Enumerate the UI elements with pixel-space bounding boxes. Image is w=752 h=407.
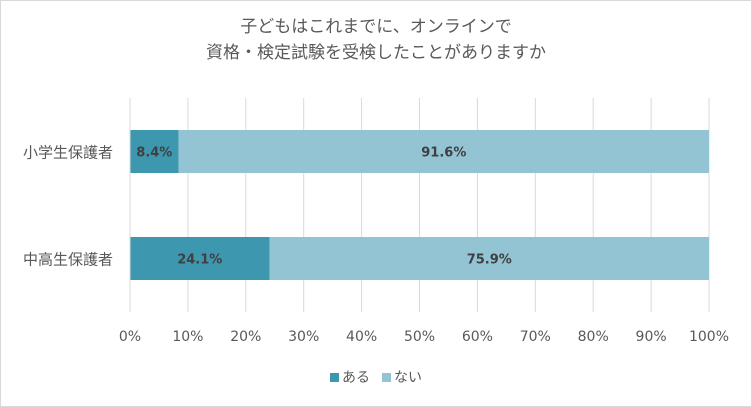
legend-label-series-1: ある bbox=[342, 370, 370, 386]
legend-item-series-2: ない bbox=[382, 367, 422, 387]
x-tick-label: 80% bbox=[578, 329, 609, 345]
legend-label-series-2: ない bbox=[394, 370, 422, 386]
chart-title-line-1: 子どもはこれまでに、オンラインで bbox=[240, 17, 512, 37]
x-tick-label: 50% bbox=[404, 329, 435, 345]
x-tick-label: 20% bbox=[230, 329, 261, 345]
x-tick-label: 30% bbox=[288, 329, 319, 345]
x-tick-label: 70% bbox=[520, 329, 551, 345]
data-label: 91.6% bbox=[421, 146, 466, 161]
x-tick-label: 40% bbox=[346, 329, 377, 345]
legend-item-series-1: ある bbox=[330, 367, 370, 387]
chart-title: 子どもはこれまでに、オンラインで 資格・検定試験を受検したことがありますか bbox=[0, 14, 752, 66]
data-label: 24.1% bbox=[177, 253, 222, 268]
x-tick-label: 90% bbox=[636, 329, 667, 345]
chart-title-line-2: 資格・検定試験を受検したことがありますか bbox=[206, 43, 546, 63]
bar-segment bbox=[130, 237, 270, 280]
category-label: 小学生保護者 bbox=[23, 144, 113, 162]
category-label: 中高生保護者 bbox=[23, 251, 113, 269]
legend: ある ない bbox=[0, 367, 752, 387]
bar-segment bbox=[178, 130, 710, 173]
legend-swatch-series-2 bbox=[382, 372, 391, 382]
x-tick-label: 60% bbox=[462, 329, 493, 345]
bar-segment bbox=[130, 130, 179, 173]
x-tick-label: 0% bbox=[119, 329, 141, 345]
bar-segment bbox=[269, 237, 709, 280]
legend-swatch-series-1 bbox=[330, 372, 339, 382]
data-label: 75.9% bbox=[467, 253, 512, 268]
x-tick-label: 10% bbox=[172, 329, 203, 345]
x-tick-label: 100% bbox=[689, 329, 729, 345]
data-label: 8.4% bbox=[136, 146, 172, 161]
